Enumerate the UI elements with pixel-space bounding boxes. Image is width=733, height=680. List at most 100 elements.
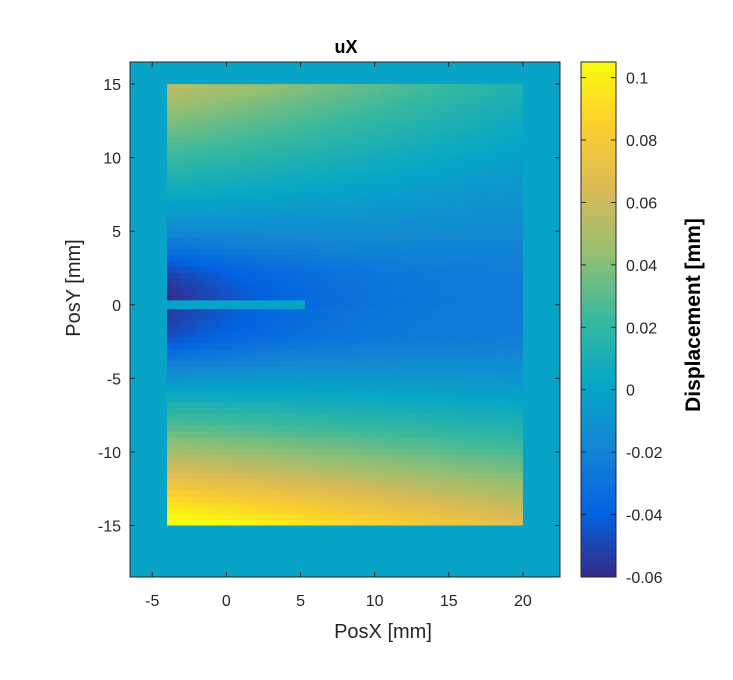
field-cell bbox=[243, 124, 251, 132]
field-cell bbox=[457, 413, 464, 420]
field-cell bbox=[261, 219, 269, 226]
field-cell bbox=[498, 301, 506, 309]
field-cell bbox=[463, 278, 470, 285]
field-cell bbox=[445, 278, 453, 285]
field-cell bbox=[374, 225, 381, 232]
field-cell bbox=[232, 113, 239, 120]
field-cell bbox=[237, 366, 245, 373]
field-cell bbox=[190, 325, 198, 332]
field-cell bbox=[232, 225, 239, 232]
field-cell bbox=[463, 95, 470, 103]
field-cell bbox=[243, 395, 251, 403]
field-cell bbox=[481, 442, 488, 450]
field-cell bbox=[226, 283, 233, 291]
field-cell bbox=[273, 195, 281, 203]
field-cell bbox=[516, 148, 523, 155]
field-cell bbox=[273, 124, 281, 132]
field-cell bbox=[439, 154, 447, 161]
field-cell bbox=[226, 436, 233, 444]
field-cell bbox=[374, 454, 381, 462]
field-cell bbox=[492, 289, 500, 297]
field-cell bbox=[249, 448, 257, 456]
field-cell bbox=[303, 507, 310, 515]
field-cell bbox=[451, 501, 458, 509]
field-cell bbox=[356, 230, 364, 238]
field-cell bbox=[516, 466, 523, 473]
field-cell bbox=[226, 107, 233, 114]
field-cell bbox=[392, 219, 399, 226]
field-cell bbox=[481, 395, 488, 403]
field-cell bbox=[338, 466, 346, 473]
field-cell bbox=[202, 383, 209, 391]
field-cell bbox=[285, 425, 292, 432]
field-cell bbox=[368, 407, 375, 414]
field-cell bbox=[409, 336, 417, 344]
field-cell bbox=[208, 278, 215, 285]
field-cell bbox=[220, 478, 227, 485]
field-cell bbox=[232, 472, 239, 479]
field-cell bbox=[303, 201, 310, 208]
field-cell bbox=[404, 360, 411, 367]
field-cell bbox=[226, 407, 233, 414]
field-cell bbox=[368, 301, 375, 309]
field-cell bbox=[279, 295, 286, 303]
field-cell bbox=[172, 230, 180, 238]
field-cell bbox=[214, 413, 221, 420]
field-cell bbox=[202, 413, 209, 420]
field-cell bbox=[433, 378, 441, 385]
field-cell bbox=[380, 413, 387, 420]
field-cell bbox=[516, 219, 523, 226]
field-cell bbox=[498, 466, 506, 473]
field-cell bbox=[487, 336, 494, 344]
field-cell bbox=[439, 201, 447, 208]
field-cell bbox=[332, 501, 340, 509]
field-cell bbox=[492, 283, 500, 291]
field-cell bbox=[309, 254, 316, 261]
field-cell bbox=[226, 124, 233, 132]
field-cell bbox=[279, 160, 286, 167]
field-cell bbox=[285, 478, 292, 485]
field-cell bbox=[255, 283, 263, 291]
field-cell bbox=[315, 289, 322, 297]
field-cell bbox=[374, 372, 381, 379]
field-cell bbox=[433, 389, 441, 397]
field-cell bbox=[516, 413, 523, 420]
field-cell bbox=[498, 154, 506, 161]
field-cell bbox=[362, 501, 370, 509]
field-cell bbox=[196, 113, 203, 120]
field-cell bbox=[487, 84, 494, 91]
field-cell bbox=[332, 325, 340, 332]
field-cell bbox=[315, 230, 322, 238]
field-cell bbox=[457, 419, 464, 426]
field-cell bbox=[172, 89, 180, 97]
field-cell bbox=[196, 472, 203, 479]
field-cell bbox=[380, 242, 387, 250]
field-cell bbox=[249, 325, 257, 332]
field-cell bbox=[362, 472, 370, 479]
field-cell bbox=[380, 236, 387, 244]
field-cell bbox=[368, 484, 375, 491]
field-cell bbox=[498, 319, 506, 326]
field-cell bbox=[303, 372, 310, 379]
field-cell bbox=[404, 183, 411, 191]
field-cell bbox=[504, 354, 512, 361]
field-cell bbox=[315, 278, 322, 285]
field-cell bbox=[214, 207, 221, 214]
field-cell bbox=[279, 383, 286, 391]
field-cell bbox=[350, 360, 358, 367]
field-cell bbox=[309, 236, 316, 244]
field-cell bbox=[451, 419, 458, 426]
field-cell bbox=[309, 425, 316, 432]
field-cell bbox=[510, 466, 518, 473]
field-cell bbox=[439, 278, 447, 285]
field-cell bbox=[469, 419, 476, 426]
field-cell bbox=[404, 513, 411, 520]
field-cell bbox=[386, 489, 393, 497]
field-cell bbox=[445, 354, 453, 361]
field-cell bbox=[303, 319, 310, 326]
field-cell bbox=[350, 478, 358, 485]
field-cell bbox=[291, 501, 298, 509]
field-cell bbox=[167, 195, 174, 203]
field-cell bbox=[380, 95, 387, 103]
field-cell bbox=[350, 230, 358, 238]
